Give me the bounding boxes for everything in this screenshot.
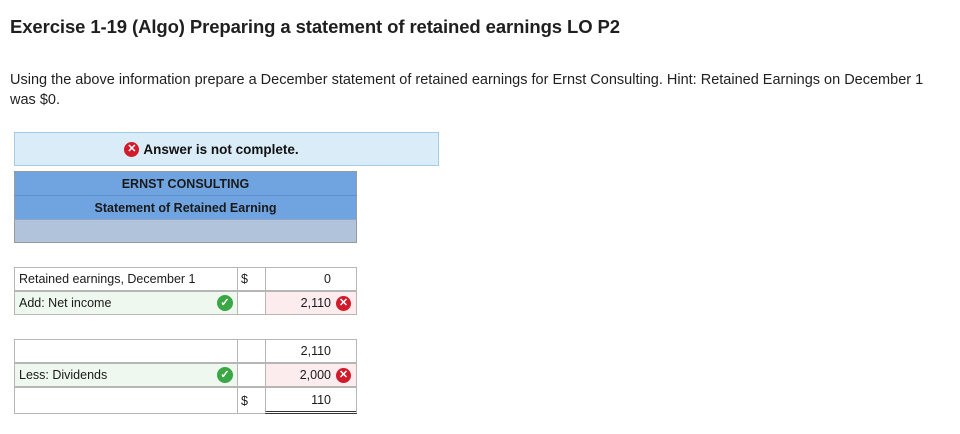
- instructions-text: Using the above information prepare a De…: [10, 72, 924, 108]
- answer-status-text: Answer is not complete.: [143, 141, 299, 157]
- table-row: 2,110: [14, 339, 357, 363]
- statement-title-header: Statement of Retained Earning: [14, 195, 357, 219]
- dollar-sign-field[interactable]: $: [237, 267, 265, 291]
- amount-field[interactable]: 2,000 ✕: [265, 363, 357, 387]
- page-title: Exercise 1-19 (Algo) Preparing a stateme…: [10, 16, 620, 37]
- table-row: Retained earnings, December 1 $ 0: [14, 267, 357, 291]
- amount-field[interactable]: 2,110: [265, 339, 357, 363]
- header-blank-row: [14, 219, 357, 243]
- dollar-sign-field[interactable]: [237, 363, 265, 387]
- table-row: Add: Net income ✓ 2,110 ✕: [14, 291, 357, 315]
- amount-field[interactable]: 2,110 ✕: [265, 291, 357, 315]
- dollar-sign-field[interactable]: [237, 339, 265, 363]
- row-label-field[interactable]: [14, 339, 237, 363]
- row-label-field[interactable]: [14, 387, 237, 414]
- table-row: Less: Dividends ✓ 2,000 ✕: [14, 363, 357, 387]
- answer-status-banner: ✕ Answer is not complete.: [14, 132, 439, 166]
- amount-field[interactable]: 0: [265, 267, 357, 291]
- checkmark-circle-icon: ✓: [217, 295, 233, 311]
- x-circle-icon: ✕: [336, 368, 351, 383]
- table-row: $ 110: [14, 387, 357, 414]
- dollar-sign-field[interactable]: $: [237, 387, 265, 414]
- amount-field[interactable]: 110: [265, 387, 357, 414]
- dollar-sign-field[interactable]: [237, 291, 265, 315]
- checkmark-circle-icon: ✓: [217, 367, 233, 383]
- row-label-field[interactable]: Retained earnings, December 1: [14, 267, 237, 291]
- row-label-field[interactable]: Add: Net income ✓: [14, 291, 237, 315]
- company-name-header: ERNST CONSULTING: [14, 171, 357, 195]
- statement-worksheet: ERNST CONSULTING Statement of Retained E…: [14, 171, 357, 414]
- row-label-field[interactable]: Less: Dividends ✓: [14, 363, 237, 387]
- x-circle-icon: ✕: [336, 296, 351, 311]
- x-circle-icon: ✕: [124, 141, 140, 157]
